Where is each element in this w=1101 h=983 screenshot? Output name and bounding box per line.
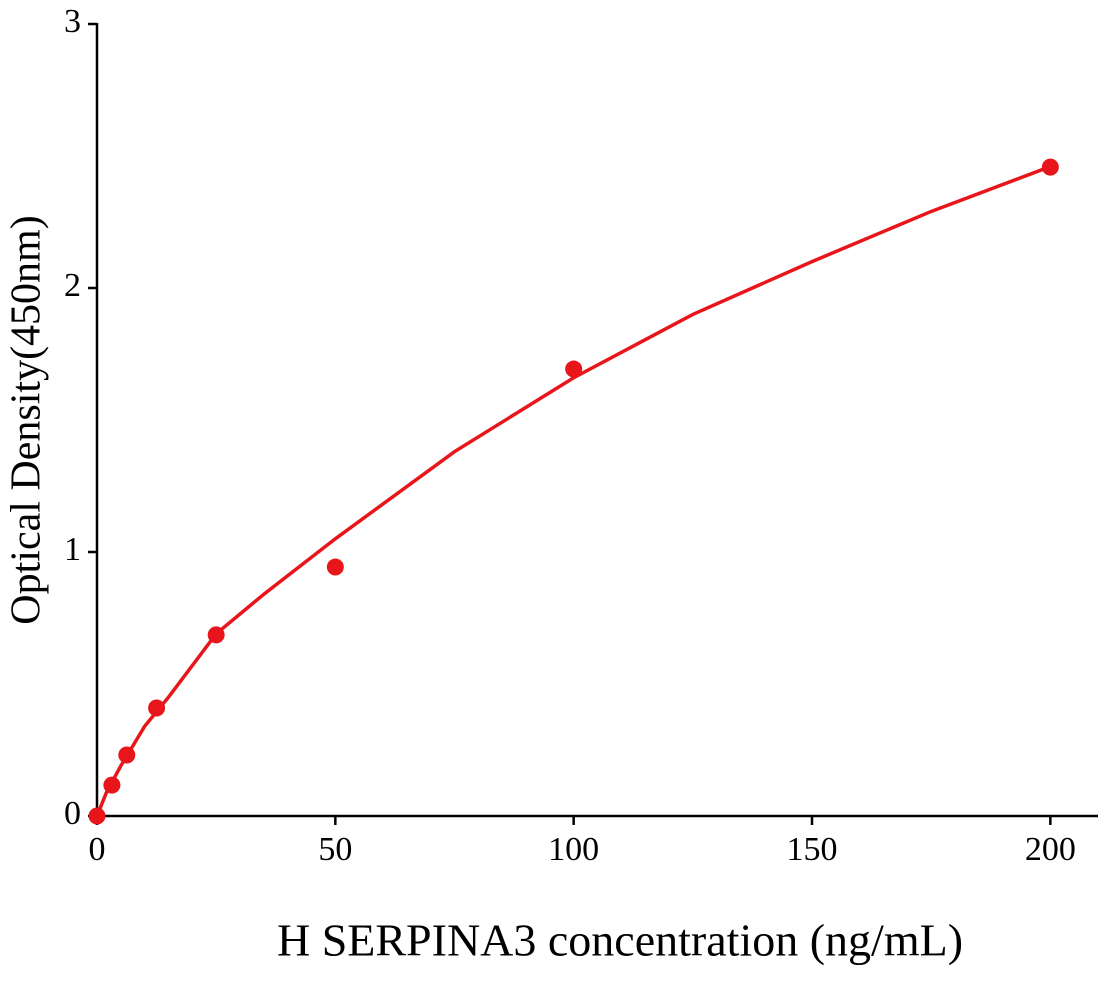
x-tick-label: 100 bbox=[548, 831, 599, 868]
fit-curve bbox=[95, 164, 1051, 817]
data-point bbox=[326, 558, 344, 576]
data-point bbox=[207, 626, 225, 644]
data-point bbox=[88, 807, 106, 825]
x-tick-label: 200 bbox=[1025, 831, 1076, 868]
data-point bbox=[1041, 158, 1059, 176]
y-tick-label: 0 bbox=[64, 795, 81, 832]
x-tick-label: 0 bbox=[89, 831, 106, 868]
y-tick-label: 3 bbox=[64, 3, 81, 40]
y-tick-label: 2 bbox=[64, 267, 81, 304]
data-point bbox=[565, 360, 583, 378]
data-point bbox=[148, 699, 166, 717]
data-point bbox=[103, 776, 121, 794]
y-axis-title: Optical Density(450nm) bbox=[4, 215, 50, 624]
x-tick-label: 150 bbox=[787, 831, 838, 868]
y-tick-label: 1 bbox=[64, 531, 81, 568]
x-tick-label: 50 bbox=[318, 831, 352, 868]
data-point bbox=[118, 746, 136, 764]
x-axis-title: H SERPINA3 concentration (ng/mL) bbox=[277, 915, 963, 966]
